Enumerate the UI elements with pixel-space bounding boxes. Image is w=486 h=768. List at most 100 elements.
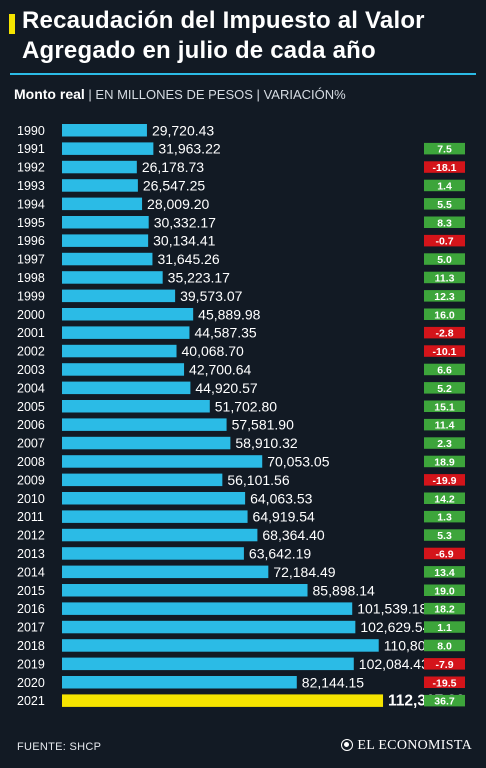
- value-label: 26,547.25: [143, 177, 205, 193]
- year-label: 2004: [17, 381, 45, 395]
- variation-label: 6.6: [437, 364, 452, 376]
- chart-subtitle: Monto real | EN MILLONES DE PESOS | VARI…: [14, 86, 346, 103]
- variation-label: 5.0: [437, 254, 452, 266]
- variation-badge-positive: [424, 363, 465, 376]
- bar: [62, 510, 248, 523]
- variation-badge-positive: [424, 308, 465, 320]
- bar: [62, 308, 194, 321]
- value-label: 29,720.43: [152, 122, 214, 138]
- bar: [62, 676, 297, 689]
- bar: [62, 639, 379, 652]
- bar: [62, 142, 154, 155]
- source-note: FUENTE: SHCP: [17, 741, 102, 753]
- variation-label: -19.5: [433, 677, 457, 689]
- variation-label: 11.4: [435, 420, 455, 432]
- variation-badge-positive: [424, 621, 465, 633]
- bar: [62, 252, 153, 266]
- value-label: 85,898.14: [313, 582, 375, 598]
- variation-badge-positive: [424, 455, 465, 468]
- value-label: 70,053.05: [267, 453, 329, 469]
- bar: [62, 620, 356, 634]
- year-label: 2007: [17, 437, 45, 451]
- variation-badge-positive: [424, 639, 465, 652]
- value-label: 64,919.54: [253, 509, 315, 525]
- year-label: 2005: [17, 400, 45, 414]
- year-label: 2013: [17, 547, 45, 561]
- variation-badge-positive: [424, 179, 465, 192]
- variation-badge-negative: [424, 161, 465, 173]
- bar: [62, 381, 191, 395]
- value-label: 101,539.18: [357, 601, 427, 617]
- value-label: 68,364.40: [262, 527, 324, 543]
- value-label: 31,645.26: [157, 251, 219, 267]
- variation-badge-negative: [424, 326, 465, 339]
- subtitle-units: EN MILLONES DE PESOS: [95, 87, 253, 102]
- variation-badge-positive: [424, 584, 465, 596]
- year-label: 2000: [17, 308, 45, 322]
- bar: [62, 418, 227, 431]
- value-label: 26,178.73: [142, 159, 204, 175]
- year-label: 2012: [17, 529, 45, 543]
- bar: [62, 179, 138, 192]
- year-label: 1996: [17, 234, 45, 248]
- title-accent-bar: [9, 14, 15, 34]
- year-label: 1991: [17, 142, 45, 156]
- variation-badge-negative: [424, 547, 465, 560]
- value-label: 45,889.98: [198, 306, 260, 322]
- bar: [62, 528, 258, 542]
- chart-title: Recaudación del Impuesto al Valor Agrega…: [22, 7, 425, 64]
- variation-label: -7.9: [435, 659, 453, 671]
- variation-badge-negative: [424, 658, 465, 670]
- year-label: 2017: [17, 621, 45, 635]
- variation-label: 5.5: [437, 199, 452, 211]
- variation-label: 18.2: [434, 604, 455, 616]
- year-label: 2003: [17, 363, 45, 377]
- value-label: 30,332.17: [154, 214, 216, 230]
- bar: [62, 234, 149, 247]
- variation-badge-positive: [424, 694, 465, 707]
- brand-name: EL ECONOMISTA: [357, 738, 472, 753]
- year-label: 1998: [17, 271, 45, 285]
- variation-badge-positive: [424, 216, 465, 228]
- value-label: 35,223.17: [168, 269, 230, 285]
- variation-label: -0.7: [435, 236, 453, 248]
- year-label: 2019: [17, 657, 45, 671]
- value-label: 72,184.49: [273, 564, 335, 580]
- variation-label: 5.2: [437, 383, 452, 395]
- bar: [62, 344, 177, 358]
- variation-badge-positive: [424, 271, 465, 284]
- variation-badge-positive: [424, 602, 465, 615]
- year-label: 1997: [17, 253, 45, 267]
- variation-label: 7.5: [437, 144, 452, 156]
- variation-label: 8.3: [437, 217, 452, 229]
- value-label: 102,084.43: [359, 656, 429, 672]
- variation-label: 18.9: [434, 456, 455, 468]
- variation-badge-positive: [424, 198, 465, 210]
- year-label: 1990: [17, 124, 45, 138]
- variation-badge-positive: [424, 492, 465, 504]
- bar: [62, 473, 223, 487]
- variation-label: -6.9: [435, 548, 453, 560]
- variation-badge-positive: [424, 437, 465, 449]
- variation-label: 1.1: [437, 622, 452, 634]
- variation-label: -10.1: [433, 346, 457, 358]
- year-label: 2001: [17, 326, 45, 340]
- variation-badge-positive: [424, 142, 465, 155]
- value-label: 44,587.35: [194, 325, 256, 341]
- variation-label: 36.7: [434, 696, 455, 708]
- bar: [62, 602, 353, 615]
- bar: [62, 400, 210, 413]
- variation-label: 1.3: [437, 512, 452, 524]
- variation-label: 14.2: [434, 493, 455, 505]
- variation-badge-negative: [424, 234, 465, 247]
- subtitle-main: Monto real: [14, 86, 85, 102]
- value-label: 30,134.41: [153, 233, 215, 249]
- year-label: 2020: [17, 676, 45, 690]
- title-divider: [10, 73, 476, 75]
- variation-label: -2.8: [435, 328, 453, 340]
- year-label: 1994: [17, 197, 45, 211]
- year-label: 2011: [17, 510, 44, 524]
- year-label: 1999: [17, 289, 45, 303]
- value-label: 58,910.32: [235, 435, 297, 451]
- year-label: 1995: [17, 216, 45, 230]
